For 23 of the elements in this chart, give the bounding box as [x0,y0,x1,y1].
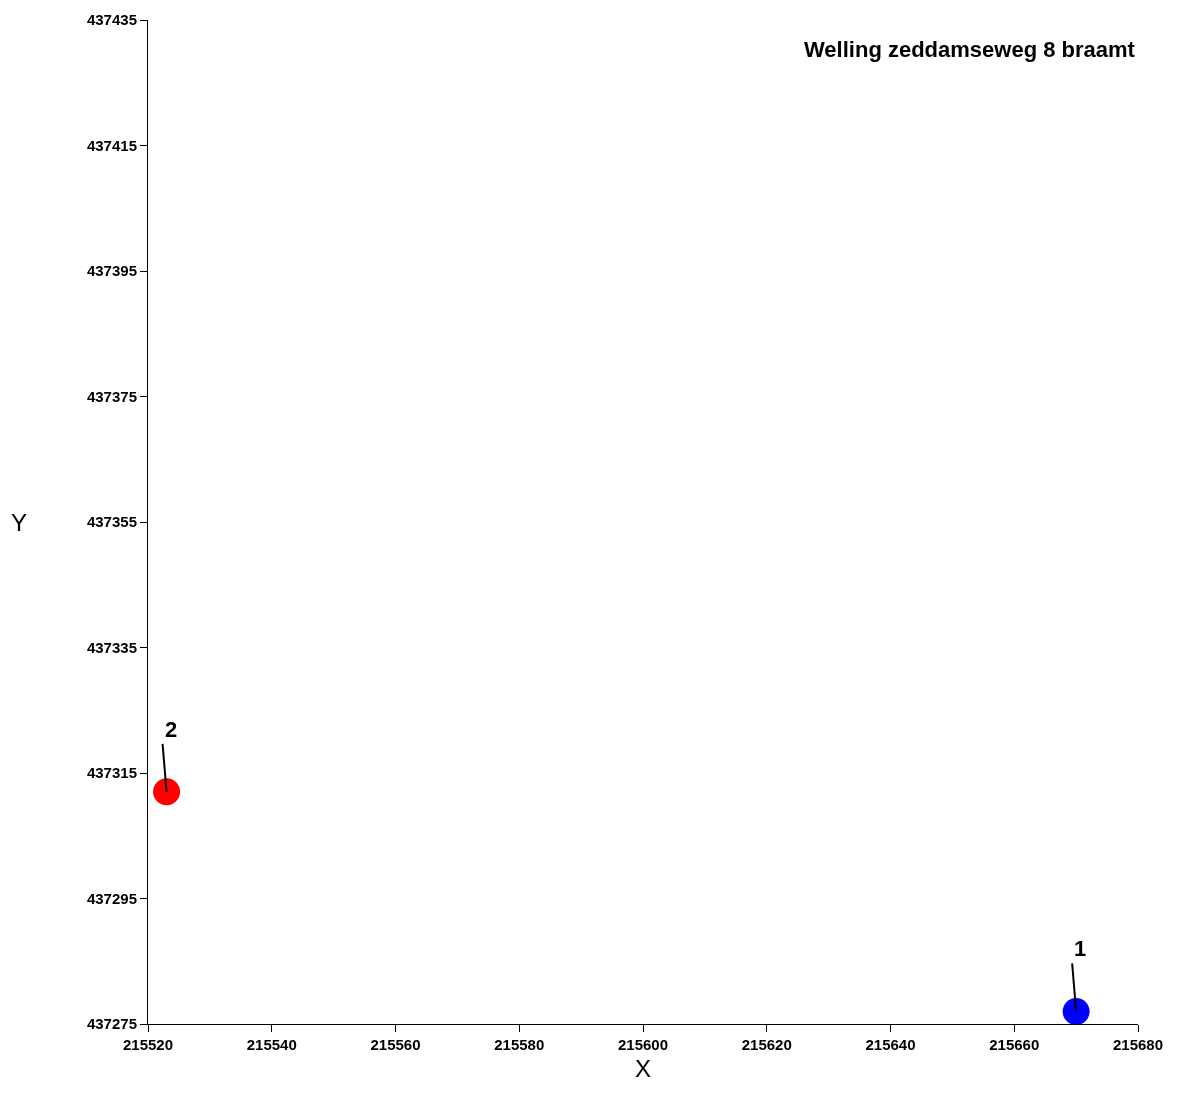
text: Welling zeddamseweg 8 braamt [804,37,1136,62]
x-tick-label: 215660 [989,1036,1040,1053]
annotation: 1 [1074,936,1087,961]
x-tick-label: 215580 [494,1036,545,1053]
x-tick-label: 215640 [865,1036,916,1053]
y-tick-label: 437415 [86,136,137,154]
annotation: 2 [165,717,178,742]
x-tick-label: 215600 [617,1036,669,1053]
x-tick-label: 215680 [1112,1036,1164,1053]
y-tick-label: 437435 [86,11,137,29]
x-axis-title: X [634,1055,652,1083]
x-tick-label: 215620 [741,1036,792,1053]
x-tick-label: 215520 [122,1036,174,1053]
y-tick-label: 437295 [86,889,137,907]
x-tick-label: 215560 [370,1036,421,1053]
y-tick-label: 437355 [86,513,137,531]
y-axis-title: Y [11,509,28,536]
x-tick-label: 215540 [246,1036,297,1053]
y-tick-label: 437275 [86,1015,137,1033]
y-tick-label: 437395 [86,262,137,280]
y-tick-label: 437335 [86,638,137,656]
y-tick-label: 437315 [86,764,137,782]
y-tick-label: 437375 [86,387,137,405]
